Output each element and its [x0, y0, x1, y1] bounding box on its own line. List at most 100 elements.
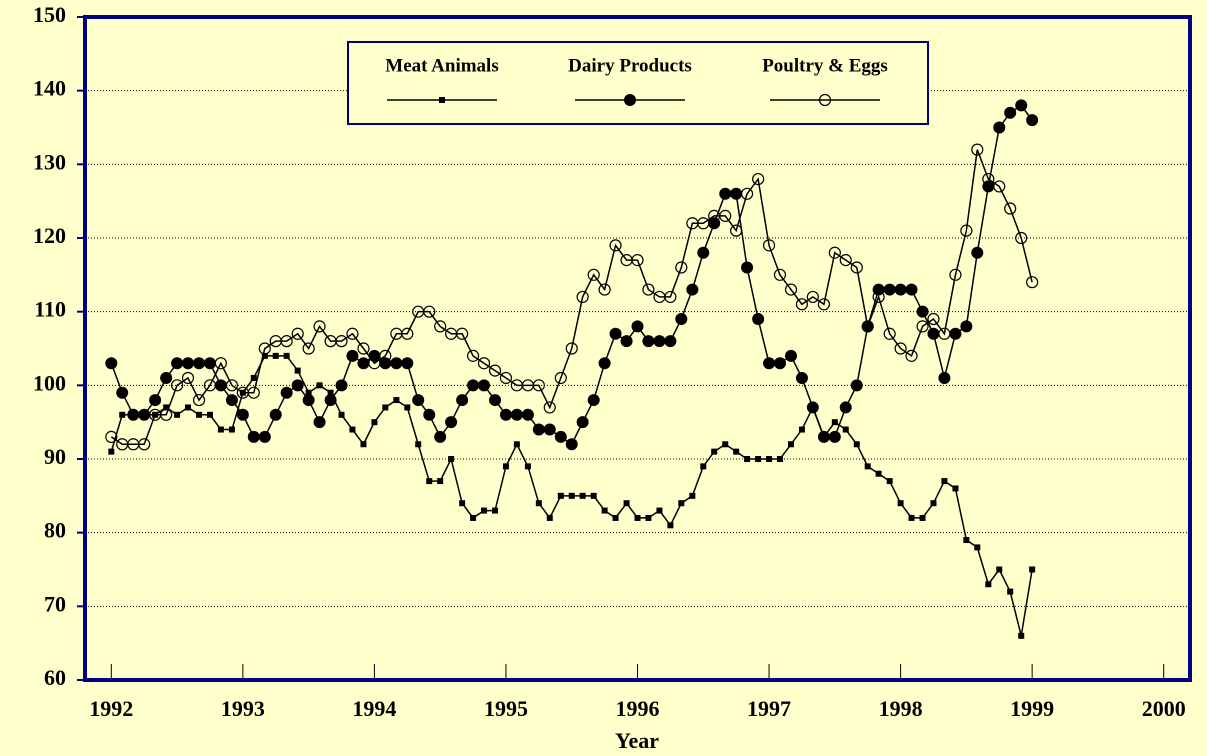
- point: [623, 500, 630, 507]
- point: [897, 500, 904, 507]
- point: [700, 463, 707, 470]
- point: [480, 507, 487, 514]
- point: [371, 419, 378, 426]
- point: [535, 500, 542, 507]
- point: [335, 335, 348, 348]
- point: [971, 246, 984, 259]
- point: [346, 327, 359, 340]
- point: [894, 283, 907, 296]
- point: [105, 357, 118, 370]
- point: [401, 357, 414, 370]
- point: [280, 386, 293, 399]
- point: [532, 379, 545, 392]
- point: [228, 426, 235, 433]
- point: [524, 463, 531, 470]
- point: [850, 379, 863, 392]
- point: [1015, 99, 1028, 112]
- point: [927, 312, 940, 326]
- point: [1007, 588, 1014, 595]
- point: [214, 357, 227, 370]
- x-tick-label: 1994: [352, 696, 396, 721]
- point: [752, 172, 765, 186]
- point: [138, 438, 151, 451]
- point: [192, 393, 206, 407]
- point: [817, 430, 830, 443]
- point: [752, 313, 765, 326]
- point: [313, 320, 326, 333]
- point: [949, 268, 962, 281]
- y-tick-label: 140: [33, 76, 66, 101]
- point: [294, 367, 301, 374]
- point: [609, 239, 622, 252]
- point: [730, 224, 743, 237]
- point: [919, 514, 926, 521]
- point: [236, 408, 249, 421]
- point: [357, 357, 370, 370]
- point: [993, 180, 1006, 193]
- point: [631, 320, 644, 333]
- point: [642, 335, 655, 348]
- y-tick-label: 130: [33, 149, 66, 174]
- point: [554, 430, 567, 443]
- point: [565, 438, 578, 451]
- point: [741, 261, 754, 274]
- point: [883, 283, 896, 296]
- point: [225, 379, 239, 392]
- point: [258, 430, 271, 443]
- point: [982, 172, 995, 186]
- point: [645, 514, 652, 521]
- x-tick-label: 1995: [484, 696, 528, 721]
- point: [258, 342, 271, 355]
- point: [974, 544, 981, 551]
- point: [316, 382, 323, 389]
- point: [127, 408, 140, 421]
- point: [624, 94, 636, 106]
- point: [631, 254, 644, 267]
- point: [853, 441, 860, 448]
- point: [872, 290, 885, 304]
- point: [272, 352, 279, 359]
- legend-box: [347, 41, 929, 125]
- point: [185, 404, 192, 411]
- point: [163, 404, 170, 411]
- point: [828, 246, 841, 259]
- point: [513, 441, 520, 448]
- point: [247, 430, 260, 443]
- point: [587, 394, 600, 407]
- point: [886, 478, 893, 485]
- point: [763, 357, 776, 370]
- point: [174, 411, 181, 418]
- point: [206, 411, 213, 418]
- point: [261, 352, 268, 359]
- point: [952, 485, 959, 492]
- point: [426, 478, 433, 485]
- point: [590, 492, 597, 499]
- point: [489, 394, 502, 407]
- point: [842, 426, 849, 433]
- point: [938, 371, 951, 384]
- x-tick-label: 1999: [1010, 696, 1054, 721]
- point: [1026, 114, 1039, 127]
- point: [368, 357, 381, 370]
- point: [587, 268, 600, 281]
- point: [379, 349, 392, 362]
- point: [776, 456, 783, 462]
- point: [766, 456, 773, 462]
- point: [579, 492, 586, 499]
- point: [949, 327, 962, 340]
- point: [390, 357, 403, 370]
- point: [960, 224, 973, 237]
- point: [543, 401, 556, 414]
- point: [291, 379, 304, 392]
- point: [1004, 106, 1017, 119]
- point: [565, 342, 578, 355]
- point: [806, 290, 819, 304]
- point: [963, 537, 970, 544]
- y-tick-label: 80: [44, 518, 66, 543]
- point: [675, 261, 688, 274]
- point: [568, 492, 575, 499]
- point: [916, 320, 929, 333]
- point: [740, 187, 754, 200]
- point: [941, 478, 948, 485]
- point: [850, 261, 863, 274]
